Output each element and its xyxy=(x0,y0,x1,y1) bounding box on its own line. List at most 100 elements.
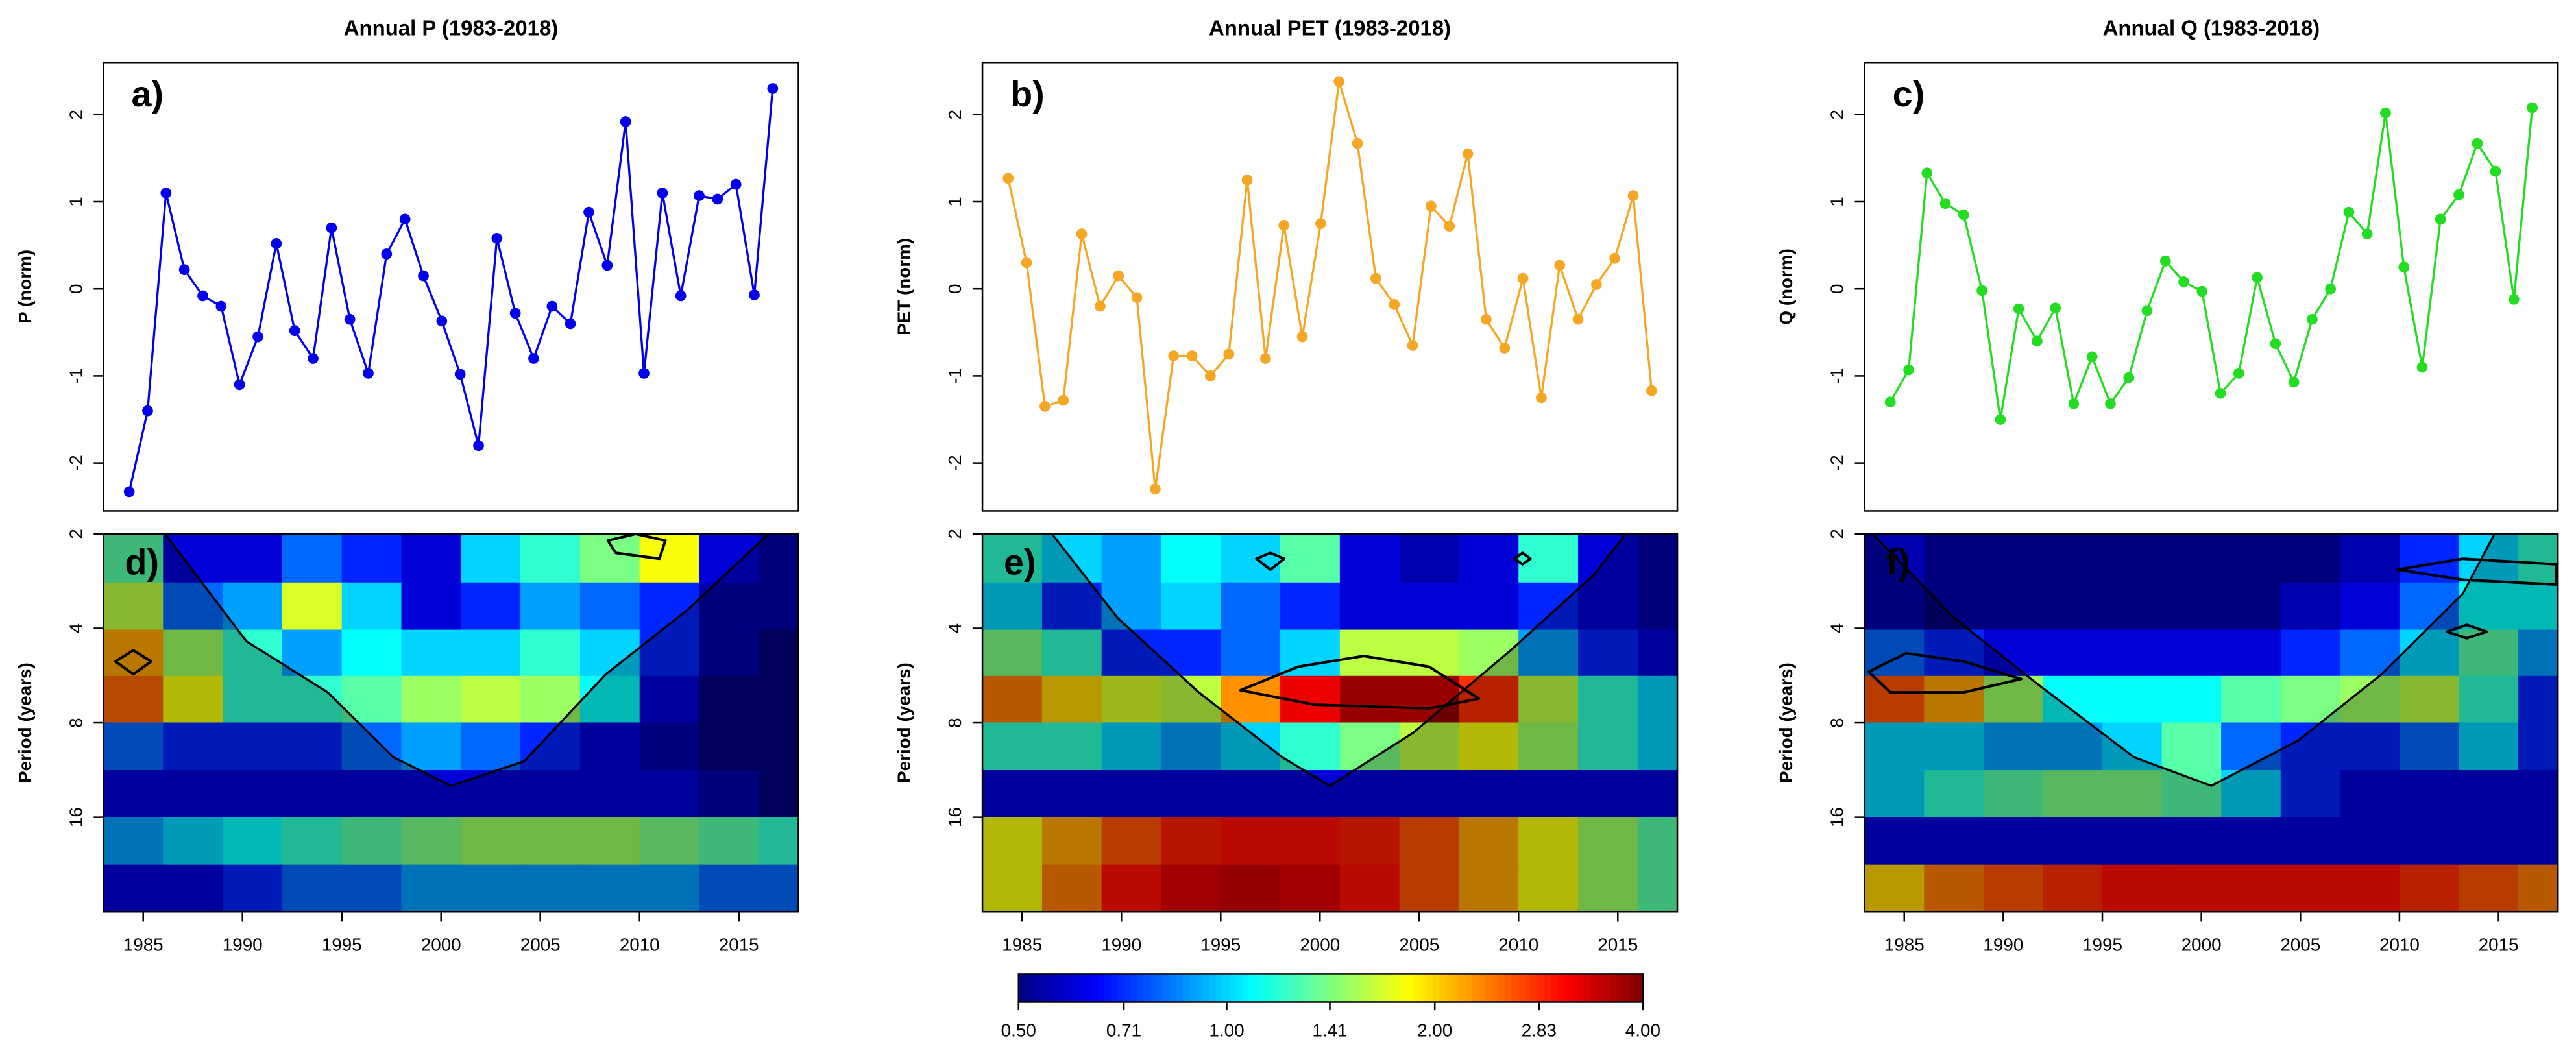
heat-cell xyxy=(2399,770,2460,819)
heat-cell xyxy=(982,722,1043,771)
heat-cell xyxy=(2340,582,2401,631)
colorbar-strip xyxy=(1347,974,1355,1002)
heat-cell xyxy=(2280,582,2341,631)
heat-cell xyxy=(1399,817,1460,865)
heat-cell xyxy=(2399,629,2460,677)
x-tick-label: 1990 xyxy=(1983,935,2023,955)
heat-cell xyxy=(1399,675,1460,723)
heat-cell xyxy=(1101,582,1162,631)
heat-cell xyxy=(1399,722,1460,771)
data-point xyxy=(1995,414,2006,425)
heat-cell xyxy=(1161,535,1222,584)
heat-cell xyxy=(982,770,1043,819)
heat-cell xyxy=(2161,722,2222,771)
colorbar-strip xyxy=(1248,974,1256,1002)
data-point xyxy=(1481,313,1492,325)
y-tick-label: 8 xyxy=(1827,718,1847,728)
x-tick-label: 2015 xyxy=(1598,935,1638,955)
x-tick-label: 2000 xyxy=(1300,935,1340,955)
colorbar-strip xyxy=(1176,974,1184,1002)
data-point xyxy=(308,353,319,364)
coi-shade xyxy=(982,533,1678,912)
heat-cell xyxy=(1864,770,1925,819)
heat-cell xyxy=(639,629,700,677)
y-axis-label: Period (years) xyxy=(893,662,914,783)
data-point xyxy=(712,193,723,205)
heat-cell xyxy=(2340,535,2401,584)
heat-cell xyxy=(2340,817,2401,865)
colorbar-strip xyxy=(1209,974,1217,1002)
heat-cell xyxy=(461,582,522,631)
colorbar-strip xyxy=(1058,974,1065,1002)
x-tick-label: 2010 xyxy=(1498,935,1538,955)
x-tick-label: 2005 xyxy=(520,935,561,955)
plot-frame xyxy=(103,61,799,512)
colorbar-strip xyxy=(1104,974,1112,1002)
heat-cell xyxy=(461,629,522,677)
coi-line xyxy=(164,533,770,787)
heat-cell xyxy=(759,629,799,677)
heat-cell xyxy=(759,675,799,723)
colorbar-strip xyxy=(1419,974,1427,1002)
x-tick-label: 1985 xyxy=(1884,935,1925,955)
heat-cell xyxy=(1864,722,1925,771)
heat-cell xyxy=(341,817,402,865)
heat-cell xyxy=(2221,722,2282,771)
data-line xyxy=(1889,107,2534,420)
colorbar-strip xyxy=(1123,974,1131,1002)
heat-cell xyxy=(1864,535,1925,584)
colorbar-tick-label: 0.71 xyxy=(1106,1020,1141,1040)
heat-cell xyxy=(1924,864,1985,912)
x-tick-label: 2010 xyxy=(2379,935,2420,955)
x-tick-label: 2015 xyxy=(2479,935,2519,955)
heat-cell xyxy=(2161,535,2222,584)
heat-cell xyxy=(103,629,164,677)
colorbar-strip xyxy=(1261,974,1269,1002)
heat-cell xyxy=(1518,582,1579,631)
data-point xyxy=(2361,228,2373,239)
heat-cell xyxy=(1399,535,1460,584)
heat-cell xyxy=(223,817,284,865)
heat-cell xyxy=(103,582,164,631)
data-point xyxy=(2252,272,2263,284)
heat-cell xyxy=(699,629,760,677)
heat-cell xyxy=(1041,817,1102,865)
x-tick-label: 1985 xyxy=(1002,935,1042,955)
colorbar-tick-label: 1.00 xyxy=(1209,1020,1244,1040)
plot-area xyxy=(103,533,799,912)
heat-cell xyxy=(699,675,760,723)
y-tick-label: 0 xyxy=(1827,284,1847,294)
data-point xyxy=(1021,257,1032,269)
heat-cell xyxy=(2399,722,2460,771)
data-point xyxy=(160,188,172,199)
colorbar-strip xyxy=(1636,974,1644,1002)
heat-cell xyxy=(223,722,284,771)
colorbar-strip xyxy=(1196,974,1204,1002)
heat-cell xyxy=(1637,582,1678,631)
heat-cell xyxy=(1101,817,1162,865)
heat-cell xyxy=(759,722,799,771)
colorbar-strip xyxy=(1064,974,1072,1002)
heat-cell xyxy=(2043,675,2104,723)
heat-cell xyxy=(699,864,760,912)
colorbar-strip xyxy=(1032,974,1039,1002)
colorbar-strip xyxy=(1379,974,1387,1002)
y-tick-label: 16 xyxy=(66,807,86,827)
heat-cell xyxy=(699,770,760,819)
data-point xyxy=(1939,198,1951,210)
heat-cell xyxy=(461,535,522,584)
plot-frame xyxy=(103,533,799,913)
data-point xyxy=(1113,270,1124,282)
colorbar-strip xyxy=(1432,974,1440,1002)
colorbar-tick-label: 1.41 xyxy=(1312,1020,1347,1040)
heat-cell xyxy=(520,535,581,584)
colorbar-strip xyxy=(1143,974,1151,1002)
heat-cell xyxy=(341,535,402,584)
y-axis-label: PET (norm) xyxy=(893,238,914,335)
colorbar-strip xyxy=(1373,974,1381,1002)
colorbar-strip xyxy=(1629,974,1637,1002)
data-point xyxy=(1223,348,1235,360)
heat-cell xyxy=(579,770,640,819)
coi-shade xyxy=(1864,533,2558,912)
heat-cell xyxy=(1637,817,1678,865)
